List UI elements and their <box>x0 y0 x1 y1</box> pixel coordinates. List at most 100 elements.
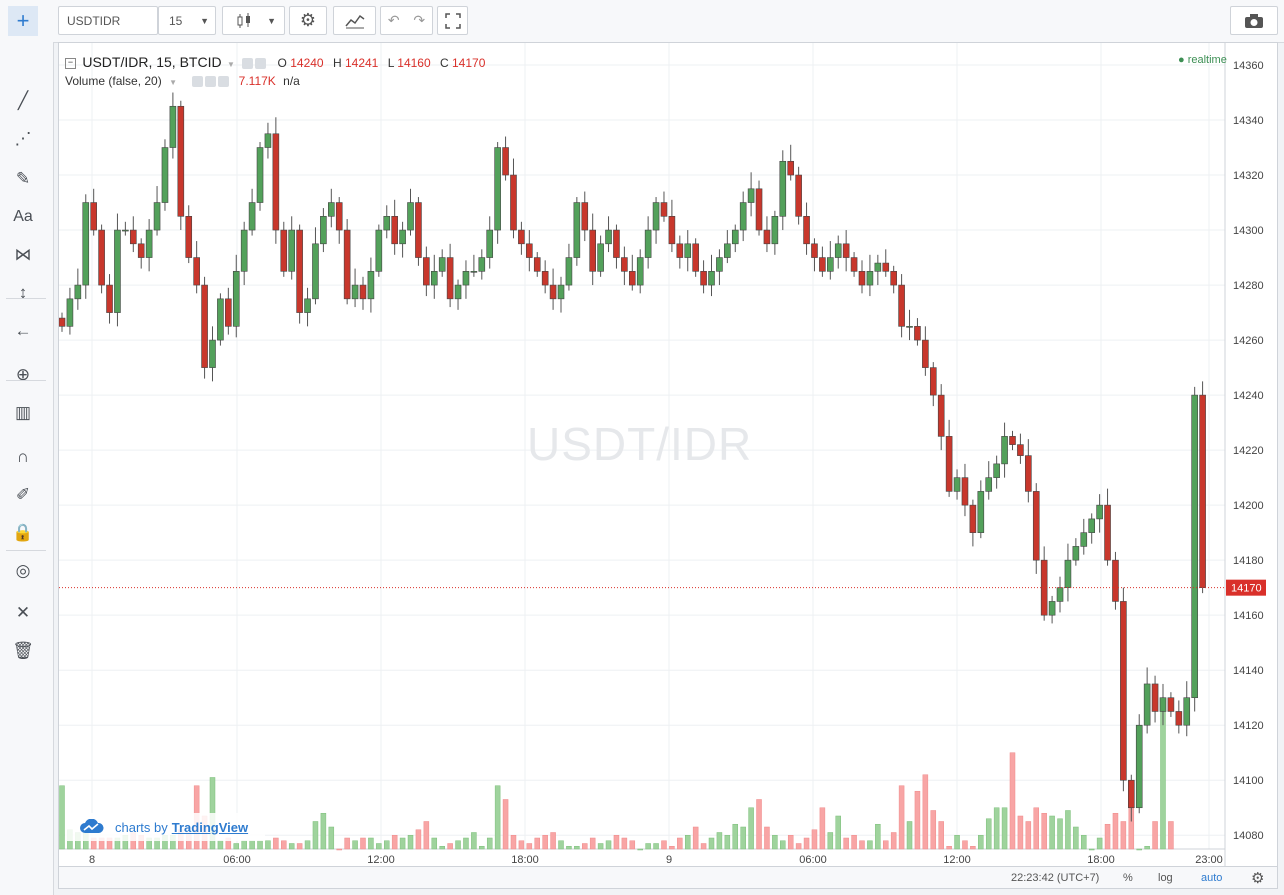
candle-body <box>953 477 961 492</box>
candle-body <box>565 257 573 286</box>
close-icon[interactable] <box>218 76 230 88</box>
candle-body <box>684 243 692 258</box>
price-tick-label: 14220 <box>1233 445 1264 457</box>
volume-bar <box>740 826 746 850</box>
zoom-icon[interactable]: ⊕ <box>15 365 31 384</box>
volume-bar <box>597 843 604 850</box>
magnet-icon[interactable]: ∩ <box>16 447 30 466</box>
eye-icon[interactable] <box>242 58 254 70</box>
volume-bar <box>1096 837 1103 850</box>
log-toggle[interactable]: log <box>1158 872 1173 884</box>
percent-toggle[interactable]: % <box>1123 872 1133 884</box>
back-arrow-icon[interactable]: ← <box>14 321 32 340</box>
volume-bar <box>787 834 794 850</box>
tools-icon[interactable]: ✕ <box>15 603 31 622</box>
tradingview-branding[interactable]: charts by TradingView <box>65 813 265 841</box>
volume-bar <box>391 834 398 850</box>
price-tick-label: 14160 <box>1233 610 1264 622</box>
interval-select[interactable]: 15 ▼ <box>158 6 216 35</box>
candle-body <box>605 229 612 245</box>
volume-bar <box>518 840 525 850</box>
candle-body <box>850 257 858 272</box>
gear-icon[interactable]: ⚙ <box>1251 870 1265 887</box>
volume-bar <box>890 832 897 850</box>
candle-body <box>510 174 517 231</box>
candle-body <box>343 229 351 300</box>
candle-body <box>1167 697 1175 712</box>
trash-icon[interactable]: 🗑 <box>12 641 34 660</box>
candle-body <box>652 202 660 231</box>
lock-icon[interactable]: 🔒 <box>12 523 34 542</box>
candle-body <box>914 326 921 341</box>
volume-bar <box>431 837 438 850</box>
auto-toggle[interactable]: auto <box>1201 872 1223 884</box>
crosshair-icon[interactable]: + <box>8 6 38 36</box>
fib-icon[interactable]: ⋰ <box>14 129 32 148</box>
ruler-icon[interactable]: ▥ <box>14 403 32 422</box>
candle-body <box>549 284 557 300</box>
symbol-search-input[interactable]: USDTIDR <box>58 6 158 35</box>
volume-bar <box>423 821 430 850</box>
volume-bar <box>344 837 350 850</box>
candle-body <box>1072 546 1080 561</box>
price-tick-label: 14080 <box>1233 830 1264 842</box>
indicators-button[interactable] <box>333 6 376 35</box>
volume-title: Volume (false, 20) <box>65 74 162 88</box>
volume-bar <box>930 810 937 850</box>
chart-settings-button[interactable]: ⚙ <box>289 6 327 35</box>
price-chart[interactable]: 14360 14340 14320 14300 14280 14260 14240 14220… <box>59 43 1277 869</box>
candle-body <box>288 229 296 272</box>
collapse-icon[interactable]: − <box>65 58 76 70</box>
volume-value: 7.117K <box>238 74 276 88</box>
volume-bar <box>265 840 271 850</box>
candle-body <box>328 202 335 217</box>
candle-body <box>755 188 763 231</box>
volume-extra: n/a <box>283 74 300 88</box>
candle-body <box>644 229 652 258</box>
candle-body <box>415 202 422 258</box>
pattern-icon[interactable]: ⋈ <box>14 245 32 264</box>
volume-bar <box>463 837 469 850</box>
brush-icon[interactable]: ✎ <box>15 169 31 188</box>
volume-bar <box>970 845 976 850</box>
chevron-down-icon[interactable]: ▼ <box>226 60 235 69</box>
candle-body <box>621 257 628 272</box>
low-label: L <box>387 56 394 70</box>
trend-line-icon[interactable]: ╱ <box>17 91 29 110</box>
candle-body <box>985 477 993 492</box>
settings-icon[interactable] <box>205 76 217 88</box>
redo-icon[interactable]: ↷ <box>413 12 426 28</box>
eye-icon[interactable] <box>192 76 204 88</box>
volume-bar <box>471 832 477 850</box>
candle-body <box>1183 697 1191 726</box>
fullscreen-button[interactable] <box>437 6 468 35</box>
candle-body <box>922 339 929 368</box>
branding-name[interactable]: TradingView <box>171 819 249 835</box>
chart-type-button[interactable]: ▼ <box>222 6 285 35</box>
candle-body <box>700 271 707 286</box>
candle-body <box>874 262 882 272</box>
undo-icon[interactable]: ↶ <box>387 12 400 28</box>
chevron-down-icon[interactable]: ▼ <box>169 78 177 87</box>
volume-bar <box>59 785 65 850</box>
candle-body <box>1143 683 1151 726</box>
volume-bar <box>724 834 731 850</box>
text-icon[interactable]: Aa <box>13 208 33 225</box>
chart-pane[interactable]: 14360 14340 14320 14300 14280 14260 14240 14220… <box>58 42 1278 870</box>
candle-body <box>1104 504 1111 561</box>
pencil-lock-icon[interactable]: ✐ <box>15 485 31 504</box>
volume-bar <box>708 837 715 850</box>
settings-icon[interactable] <box>255 58 267 70</box>
time-tick-label: 9 <box>666 854 672 866</box>
measure-icon[interactable]: ↕ <box>18 283 28 302</box>
realtime-dot-icon: ● <box>1178 54 1185 66</box>
time-tick-label: 18:00 <box>1087 854 1115 866</box>
candle-body <box>82 202 90 286</box>
volume-bar <box>669 845 675 850</box>
price-tick-label: 14340 <box>1233 115 1264 127</box>
time-tick-label: 12:00 <box>367 854 395 866</box>
close-value: 14170 <box>452 56 486 70</box>
snapshot-button[interactable] <box>1230 6 1278 35</box>
candle-body <box>1112 559 1119 602</box>
eye-hidden-icon[interactable]: ◎ <box>15 561 31 580</box>
